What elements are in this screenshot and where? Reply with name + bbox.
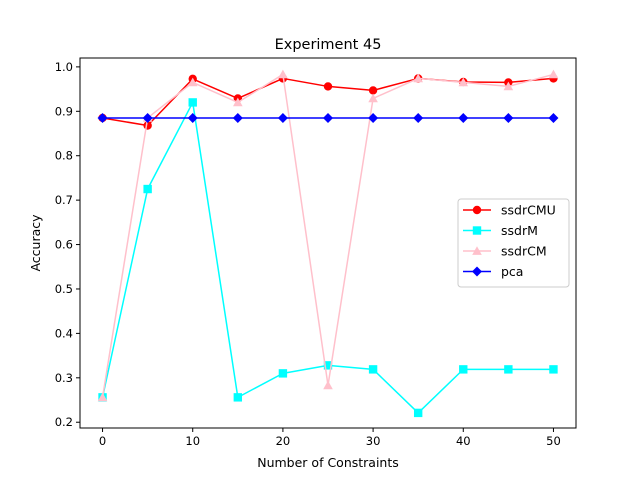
data-point-pca [232,112,243,123]
legend-label-ssdrCM: ssdrCM [501,244,547,259]
data-point-ssdrM [323,361,333,370]
data-point-ssdrCM [97,392,108,402]
series-ssdrCM [97,69,559,402]
data-point-ssdrCM [323,380,333,390]
data-point-ssdrCM [187,77,198,87]
y-tick-label: 0.3 [55,371,73,385]
chart-title: Experiment 45 [275,37,382,53]
plot-frame [79,57,577,429]
y-tick-label: 0.7 [55,193,73,207]
data-point-ssdrM [143,184,152,194]
legend-marker-ssdrCMU [472,205,482,215]
data-point-pca [368,112,379,123]
data-point-ssdrCMU [323,82,333,91]
data-point-ssdrCM [368,93,378,103]
data-point-pca [277,112,288,123]
x-tick-label: 10 [185,434,200,448]
data-point-ssdrCM [233,97,243,107]
data-point-ssdrM [549,365,558,374]
data-point-ssdrM [459,365,468,374]
data-point-ssdrM [278,369,288,378]
legend-label-ssdrCMU: ssdrCMU [501,203,556,218]
y-axis-label: Accuracy [28,214,43,272]
legend-marker-pca [472,266,482,277]
data-point-ssdrCM [503,81,514,91]
x-tick-label: 0 [99,434,106,448]
x-tick-label: 50 [546,434,561,448]
data-point-pca [503,112,514,123]
data-point-ssdrM [188,98,197,107]
plot-area [97,69,559,418]
x-tick-label: 20 [276,434,291,448]
legend-label-ssdrM: ssdrM [501,223,538,238]
y-tick-label: 0.8 [55,149,73,163]
data-point-pca [548,112,559,123]
y-tick-label: 0.9 [55,104,73,118]
x-tick-label: 30 [366,434,381,448]
legend: ssdrCMU ssdrM ssdrCM pca [457,198,570,288]
y-tick-label: 0.5 [55,282,73,296]
y-tick-label: 1.0 [55,60,73,74]
data-point-ssdrCM [458,77,469,87]
data-point-ssdrCM [278,69,288,79]
legend-label-pca: pca [501,264,523,279]
x-axis-label: Number of Constraints [257,455,399,470]
data-point-pca [187,112,198,123]
data-point-ssdrCM [548,69,559,79]
data-point-pca [458,112,469,123]
data-point-pca [97,112,108,123]
legend-box [457,198,570,288]
data-point-ssdrM [504,365,513,374]
y-tick-label: 0.4 [55,326,73,340]
series-pca [97,112,559,123]
data-point-pca [413,112,424,123]
data-point-ssdrM [233,393,243,402]
series-ssdrM [98,98,558,418]
data-point-ssdrM [413,408,423,418]
data-point-pca [142,112,153,123]
legend-marker-ssdrM [472,226,482,235]
x-tick-label: 40 [456,434,471,448]
data-point-ssdrM [368,365,378,374]
y-tick-label: 0.6 [55,238,73,252]
axis-ticks: 0 10 20 30 40 50 0.2 0.3 0.4 0.5 0.6 0.7 0.8 0.9 1.0 [55,60,561,448]
data-point-pca [323,112,333,123]
y-tick-label: 0.2 [55,415,73,429]
legend-marker-ssdrCM [472,246,482,255]
data-point-ssdrCM [413,73,423,83]
data-point-ssdrCMU [368,86,378,95]
